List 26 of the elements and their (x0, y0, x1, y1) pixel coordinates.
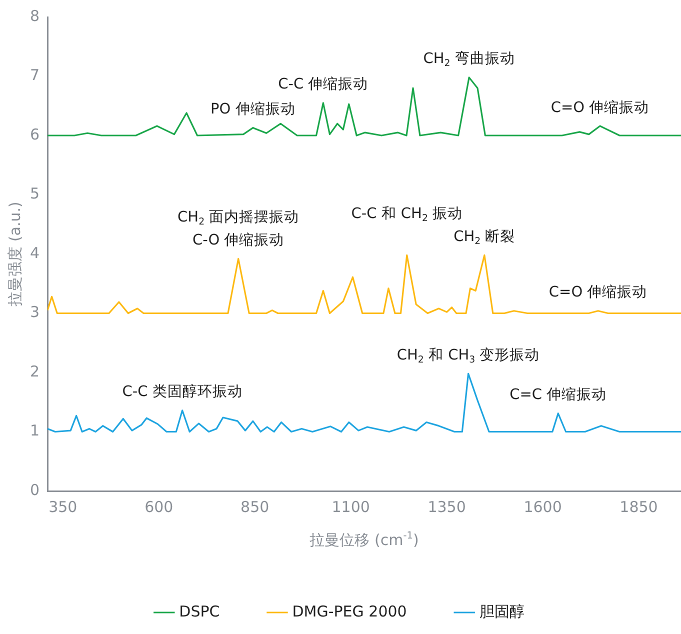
x-tick-label: 1100 (332, 498, 370, 516)
legend-label: DMG-PEG 2000 (292, 602, 407, 620)
x-tick-label: 600 (144, 498, 174, 516)
y-tick-label: 7 (30, 66, 40, 84)
annotation: PO 伸缩振动 (210, 100, 296, 118)
y-tick-label: 3 (30, 303, 40, 322)
annotation: C-C 伸缩振动 (278, 76, 368, 93)
legend-label: 胆固醇 (479, 602, 524, 620)
y-tick-label: 5 (30, 184, 40, 203)
y-tick-label: 1 (30, 422, 40, 440)
y-tick-label: 2 (30, 362, 40, 380)
y-tick-label: 0 (30, 480, 40, 499)
x-tick-label: 1350 (428, 498, 466, 516)
annotation: C=C 伸缩振动 (510, 386, 607, 404)
annotation: C=O 伸缩振动 (548, 284, 648, 301)
y-tick-label: 4 (30, 244, 40, 262)
x-tick-label: 350 (48, 498, 78, 516)
y-axis-title: 拉曼强度 (a.u.) (6, 202, 24, 306)
y-tick-label: 8 (30, 6, 40, 25)
annotation: C=O 伸缩振动 (550, 98, 650, 116)
annotation: C-C 类固醇环振动 (122, 383, 242, 400)
x-tick-label: 1850 (620, 498, 658, 516)
x-tick-label: 850 (240, 498, 270, 516)
y-tick-label: 6 (30, 125, 40, 144)
legend-label: DSPC (179, 602, 220, 620)
x-tick-label: 1600 (524, 498, 562, 516)
